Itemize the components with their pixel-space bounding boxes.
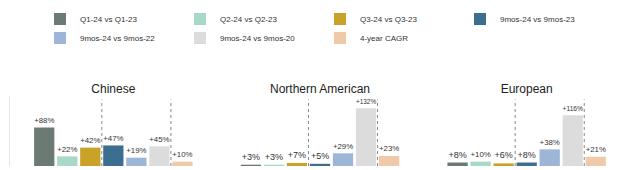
svg-text:+23%: +23% (379, 144, 399, 153)
svg-text:+3%: +3% (265, 152, 283, 162)
svg-text:4-year CAGR: 4-year CAGR (360, 34, 408, 43)
svg-text:+42%: +42% (80, 136, 100, 145)
svg-text:Northern American: Northern American (270, 82, 370, 96)
svg-text:+8%: +8% (518, 150, 536, 160)
svg-text:European: European (501, 82, 553, 96)
svg-text:+10%: +10% (172, 150, 192, 159)
svg-text:+19%: +19% (126, 146, 146, 155)
svg-text:+38%: +38% (540, 138, 560, 147)
svg-text:+5%: +5% (311, 151, 329, 161)
svg-text:9mos-24 vs 9mos-23: 9mos-24 vs 9mos-23 (500, 15, 575, 24)
svg-text:+22%: +22% (57, 145, 77, 154)
svg-text:9mos-24 vs 9mos-22: 9mos-24 vs 9mos-22 (80, 34, 155, 43)
svg-text:+45%: +45% (149, 135, 169, 144)
svg-text:+88%: +88% (34, 116, 54, 125)
svg-text:+6%: +6% (495, 150, 513, 160)
svg-text:+3%: +3% (242, 152, 260, 162)
svg-text:+132%: +132% (356, 98, 377, 105)
svg-text:+29%: +29% (333, 142, 353, 151)
svg-text:Q3-24 vs Q3-23: Q3-24 vs Q3-23 (360, 15, 417, 24)
svg-text:Chinese: Chinese (91, 82, 135, 96)
svg-text:+21%: +21% (586, 145, 606, 154)
svg-text:+10%: +10% (470, 150, 490, 159)
svg-text:+7%: +7% (288, 150, 306, 160)
svg-text:Q2-24 vs Q2-23: Q2-24 vs Q2-23 (220, 15, 277, 24)
svg-text:9mos-24 vs 9mos-20: 9mos-24 vs 9mos-20 (220, 34, 295, 43)
svg-text:+47%: +47% (103, 134, 123, 143)
svg-text:+8%: +8% (448, 150, 466, 160)
svg-text:Q1-24 vs Q1-23: Q1-24 vs Q1-23 (80, 15, 137, 24)
svg-text:+116%: +116% (563, 105, 583, 112)
